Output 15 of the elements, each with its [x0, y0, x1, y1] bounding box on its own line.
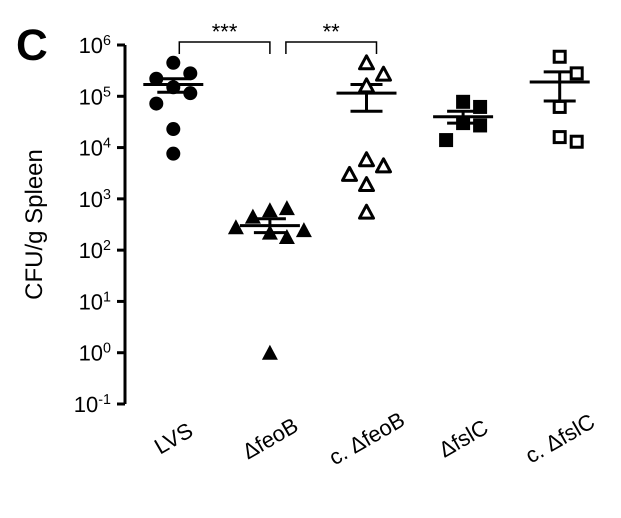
y-tick-label: 10$^{3}$ [78, 186, 112, 212]
x-tick-label: ΔfslC [434, 414, 492, 462]
text: ** [322, 19, 340, 44]
text: *** [212, 19, 238, 44]
y-tick-label: 10$^{0}$ [78, 340, 112, 366]
y-tick-label: 10$^{5}$ [78, 84, 112, 110]
y-tick-label: 10$^{4}$ [78, 136, 112, 161]
y-tick-label: 10$^{1}$ [78, 289, 112, 314]
chart-title: C [16, 21, 48, 70]
y-tick-label: 10$^{6}$ [78, 33, 112, 58]
y-tick-label: 10$^{-1}$ [74, 392, 112, 417]
y-axis-title: CFU/g Spleen [21, 149, 48, 300]
x-tick-label: c. ΔfslC [520, 408, 600, 468]
y-tick-label: 10$^{2}$ [78, 238, 112, 264]
x-tick-label: LVS [150, 418, 198, 460]
